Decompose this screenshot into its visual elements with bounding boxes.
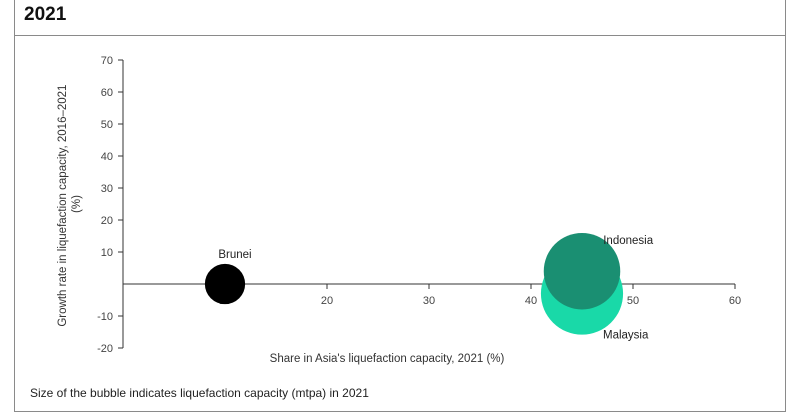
y-axis-label: Growth rate in liquefaction capacity, 20… <box>57 81 83 326</box>
y-tick-label: 30 <box>101 183 113 195</box>
y-axis-label-line-2: (%) <box>71 195 83 213</box>
bubbles <box>204 232 624 335</box>
bubble-label-brunei: Brunei <box>218 249 251 261</box>
y-tick-label: 20 <box>101 215 113 227</box>
y-tick-label: -10 <box>97 311 113 323</box>
title-row: 2021 <box>14 0 786 36</box>
y-tick-label: 40 <box>101 151 113 163</box>
y-tick-label: 50 <box>101 119 113 131</box>
x-tick-label: 60 <box>729 295 741 307</box>
chart-title: 2021 <box>24 4 67 25</box>
x-axis-label: Share in Asia's liquefaction capacity, 2… <box>270 353 505 365</box>
y-tick-label: 10 <box>101 247 113 259</box>
y-tick-label: 70 <box>101 55 113 67</box>
x-tick-label: 40 <box>525 295 537 307</box>
footnote: Size of the bubble indicates liquefactio… <box>30 386 369 400</box>
plot-area: -20 -10 10 20 30 40 50 60 70 10 20 30 40 50 60 Brunei… <box>97 55 741 355</box>
y-tick-label: -20 <box>97 343 113 355</box>
y-ticks: -20 -10 10 20 30 40 50 60 70 <box>97 55 123 355</box>
y-axis-label-line-1: Growth rate in liquefaction capacity, 20… <box>57 85 69 327</box>
x-tick-label: 50 <box>627 295 639 307</box>
bubble-labels: Brunei Malaysia Indonesia <box>218 235 653 342</box>
x-tick-label: 20 <box>321 295 333 307</box>
x-tick-label: 30 <box>423 295 435 307</box>
y-tick-label: 60 <box>101 87 113 99</box>
bubble-indonesia <box>543 232 621 310</box>
chart-frame <box>14 0 786 412</box>
bubble-label-indonesia: Indonesia <box>603 235 653 247</box>
bubble-brunei <box>204 263 246 305</box>
bubble-label-malaysia: Malaysia <box>603 330 649 342</box>
